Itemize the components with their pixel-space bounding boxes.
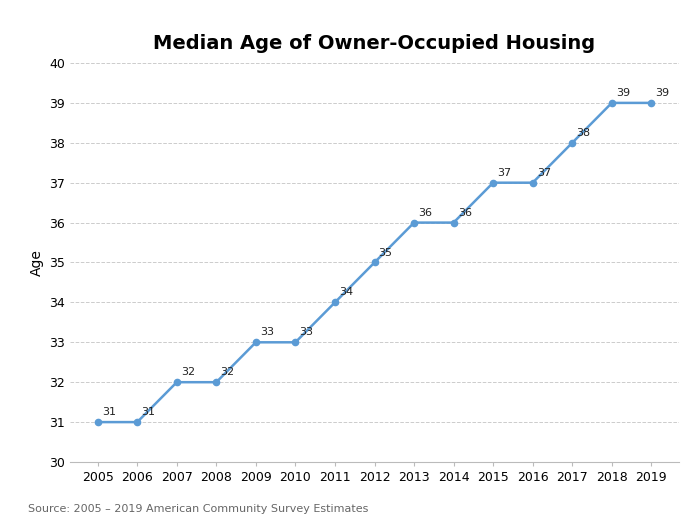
Text: 32: 32 <box>220 368 234 377</box>
Text: 32: 32 <box>181 368 195 377</box>
Text: 34: 34 <box>339 288 354 298</box>
Text: 37: 37 <box>497 168 512 178</box>
Text: Source: 2005 – 2019 American Community Survey Estimates: Source: 2005 – 2019 American Community S… <box>28 505 368 514</box>
Y-axis label: Age: Age <box>29 249 43 276</box>
Text: 35: 35 <box>379 248 393 258</box>
Text: 31: 31 <box>102 407 116 417</box>
Text: 38: 38 <box>576 128 591 138</box>
Text: 31: 31 <box>141 407 155 417</box>
Text: 37: 37 <box>537 168 551 178</box>
Text: 33: 33 <box>300 328 314 338</box>
Title: Median Age of Owner-Occupied Housing: Median Age of Owner-Occupied Housing <box>153 34 596 53</box>
Text: 39: 39 <box>655 88 670 98</box>
Text: 33: 33 <box>260 328 274 338</box>
Text: 36: 36 <box>458 208 472 218</box>
Text: 39: 39 <box>616 88 630 98</box>
Text: 36: 36 <box>418 208 432 218</box>
